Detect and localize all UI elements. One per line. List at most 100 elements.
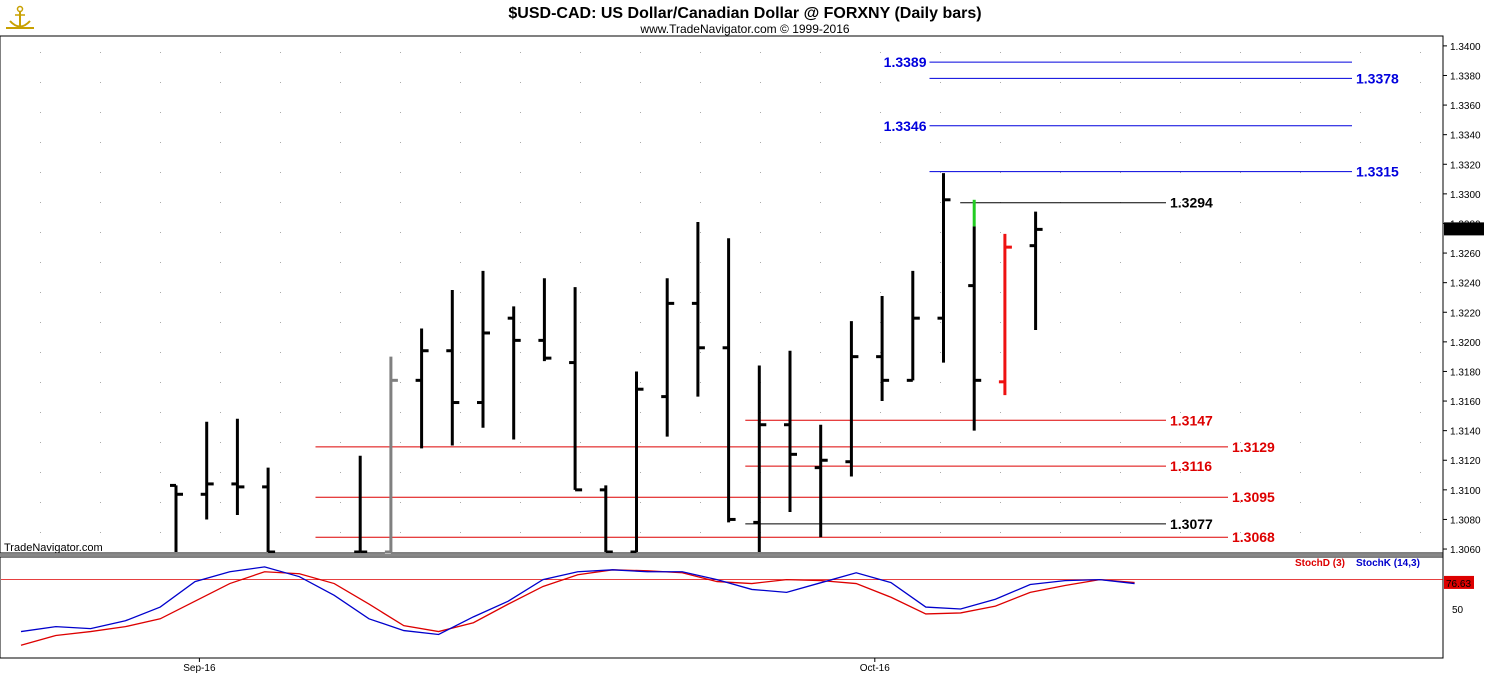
grid-dot-313: [1120, 262, 1121, 263]
grid-dot-192: [700, 202, 701, 203]
x-tick-label-0: Sep-16: [183, 663, 216, 674]
level-label-1.3378: 1.3378: [1356, 70, 1399, 86]
grid-dot-341: [1240, 82, 1241, 83]
grid-dot-366: [1300, 322, 1301, 323]
level-label-1.3389: 1.3389: [884, 54, 927, 70]
grid-dot-57: [220, 232, 221, 233]
grid-dot-258: [940, 142, 941, 143]
grid-dot-198: [700, 382, 701, 383]
grid-dot-139: [520, 142, 521, 143]
grid-dot-162: [580, 322, 581, 323]
grid-dot-148: [520, 412, 521, 413]
grid-dot-164: [580, 382, 581, 383]
ohlc-bar-16: [661, 278, 675, 437]
grid-dot-241: [880, 142, 881, 143]
anchor-icon: [6, 5, 34, 29]
grid-dot-205: [760, 82, 761, 83]
ohlc-bar-10: [477, 270, 490, 428]
grid-dot-79: [280, 382, 281, 383]
chart-title: $USD-CAD: US Dollar/Canadian Dollar @ FO…: [508, 5, 981, 22]
grid-dot-340: [1240, 52, 1241, 53]
grid-dots: [40, 52, 1421, 533]
grid-dot-16: [40, 532, 41, 533]
grid-dot-36: [160, 112, 161, 113]
grid-dot-207: [760, 142, 761, 143]
grid-dot-289: [1060, 52, 1061, 53]
grid-dot-4: [40, 172, 41, 173]
grid-dot-106: [400, 172, 401, 173]
grid-dot-13: [40, 442, 41, 443]
ohlc-bar-22: [845, 321, 859, 477]
ohlc-bar-8: [415, 328, 429, 449]
grid-dot-272: [1000, 52, 1001, 53]
grid-dot-329: [1180, 232, 1181, 233]
grid-dot-359: [1300, 112, 1301, 113]
ohlc-bar-6: [354, 455, 368, 554]
grid-dot-407: [1420, 532, 1421, 533]
grid-dot-97: [340, 412, 341, 413]
grid-dot-96: [340, 382, 341, 383]
level-lines: 1.3389 1.3378 1.3346 1.3315 1.3294 1.3147 1.31…: [315, 54, 1399, 545]
grid-dot-292: [1060, 142, 1061, 143]
grid-dot-170: [640, 52, 641, 53]
grid-dot-184: [640, 472, 641, 473]
grid-dot-180: [640, 352, 641, 353]
grid-dot-26: [100, 322, 101, 323]
grid-dot-332: [1180, 322, 1181, 323]
grid-dot-44: [160, 352, 161, 353]
grid-dot-342: [1240, 112, 1241, 113]
grid-dot-28: [100, 382, 101, 383]
grid-dot-110: [400, 292, 401, 293]
grid-dot-160: [580, 262, 581, 263]
stochastic-panel: 50 76.63: [1, 566, 1474, 646]
grid-dot-285: [1000, 442, 1001, 443]
grid-dot-264: [940, 322, 941, 323]
grid-dot-309: [1120, 142, 1121, 143]
watermark-text: TradeNavigator.com: [4, 542, 103, 554]
y-tick-label-4: 1.3320: [1450, 160, 1481, 171]
grid-dot-65: [220, 472, 221, 473]
grid-dot-351: [1240, 382, 1241, 383]
grid-dot-135: [460, 532, 461, 533]
grid-dot-120: [460, 82, 461, 83]
grid-dot-374: [1360, 52, 1361, 53]
grid-dot-369: [1300, 412, 1301, 413]
grid-dot-203: [700, 532, 701, 533]
grid-dot-399: [1420, 292, 1421, 293]
grid-dot-77: [280, 322, 281, 323]
grid-dot-186: [640, 532, 641, 533]
grid-dot-99: [340, 472, 341, 473]
grid-dot-142: [520, 232, 521, 233]
grid-dot-129: [460, 352, 461, 353]
grid-dot-320: [1120, 472, 1121, 473]
grid-dot-5: [40, 202, 41, 203]
grid-dot-230: [820, 322, 821, 323]
grid-dot-147: [520, 382, 521, 383]
grid-dot-295: [1060, 232, 1061, 233]
grid-dot-130: [460, 382, 461, 383]
y-tick-label-15: 1.3100: [1450, 486, 1481, 497]
grid-dot-238: [880, 52, 881, 53]
grid-dot-33: [100, 532, 101, 533]
grid-dot-92: [340, 262, 341, 263]
grid-dot-6: [40, 232, 41, 233]
grid-dot-208: [760, 172, 761, 173]
grid-dot-214: [760, 352, 761, 353]
grid-dot-109: [400, 262, 401, 263]
grid-dot-73: [280, 202, 281, 203]
grid-dot-10: [40, 352, 41, 353]
grid-dot-1: [40, 82, 41, 83]
grid-dot-327: [1180, 172, 1181, 173]
grid-dot-365: [1300, 292, 1301, 293]
level-label-1.3147: 1.3147: [1170, 412, 1213, 428]
grid-dot-187: [700, 52, 701, 53]
grid-dot-181: [640, 382, 641, 383]
grid-dot-50: [160, 532, 161, 533]
grid-dot-41: [160, 262, 161, 263]
grid-dot-137: [520, 82, 521, 83]
grid-dot-405: [1420, 472, 1421, 473]
grid-dot-54: [220, 142, 221, 143]
grid-dot-143: [520, 262, 521, 263]
grid-dot-386: [1360, 412, 1361, 413]
